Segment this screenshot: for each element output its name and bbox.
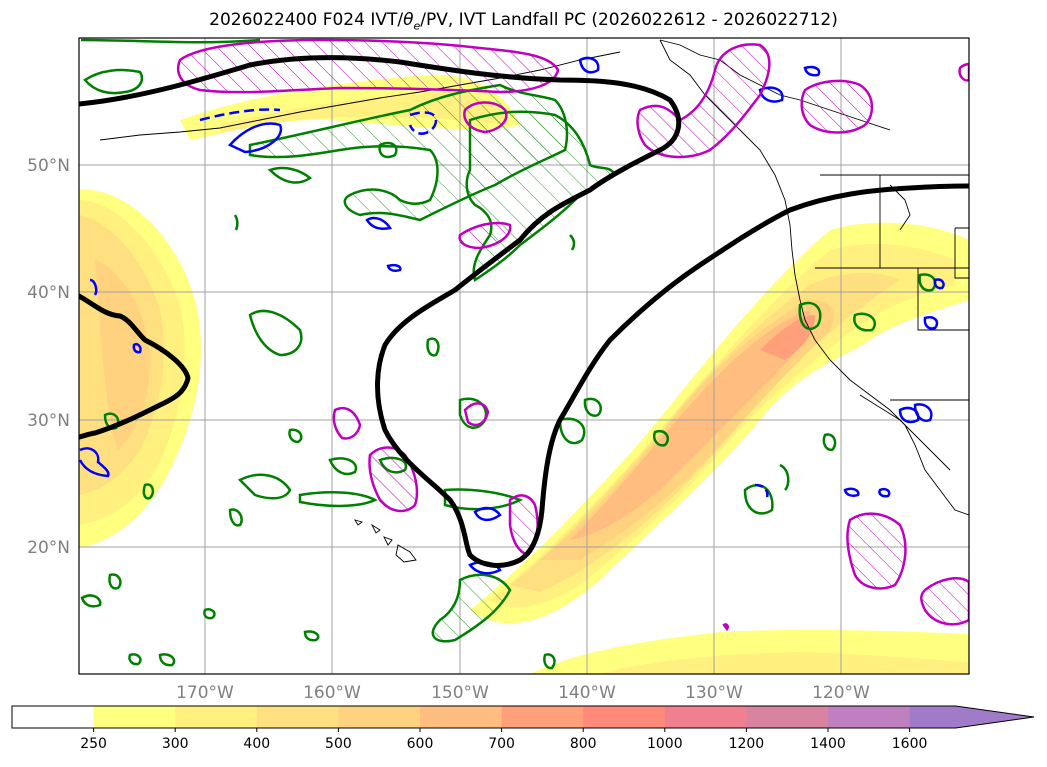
colorbar-segment bbox=[746, 706, 829, 728]
colorbar-tick-label: 500 bbox=[325, 736, 352, 752]
colorbar-segment bbox=[501, 706, 584, 728]
colorbar-tick-label: 300 bbox=[162, 736, 189, 752]
lon-label-130w: 130°W bbox=[685, 683, 743, 703]
colorbar-extend-max bbox=[909, 706, 1034, 728]
colorbar-segment bbox=[12, 706, 95, 728]
colorbar-segment bbox=[664, 706, 747, 728]
map-frame bbox=[78, 37, 970, 675]
colorbar-segment bbox=[828, 706, 911, 728]
colorbar-segment bbox=[338, 706, 421, 728]
colorbar-tick-label: 700 bbox=[488, 736, 515, 752]
lon-label-170w: 170°W bbox=[176, 683, 234, 703]
map-area bbox=[79, 38, 969, 674]
lat-label-20: 20°N bbox=[27, 538, 70, 558]
colorbar-tick-label: 1600 bbox=[892, 736, 928, 752]
lon-label-120w: 120°W bbox=[812, 683, 870, 703]
ivt-landfall-pc-contour bbox=[79, 54, 969, 568]
lon-label-140w: 140°W bbox=[558, 683, 616, 703]
lat-label-50: 50°N bbox=[27, 156, 70, 176]
colorbar-segment bbox=[420, 706, 503, 728]
colorbar-tick-label: 600 bbox=[407, 736, 434, 752]
colorbar-segment bbox=[175, 706, 258, 728]
colorbar-segment bbox=[256, 706, 339, 728]
lat-label-40: 40°N bbox=[27, 283, 70, 303]
colorbar-segment bbox=[583, 706, 666, 728]
colorbar-segment bbox=[93, 706, 176, 728]
lat-label-30: 30°N bbox=[27, 411, 70, 431]
colorbar: 250 300 400 500 600 700 800 1000 1200 1400 1600 bbox=[11, 705, 1035, 752]
colorbar-tick-label: 1200 bbox=[729, 736, 765, 752]
map-title: 2026022400 F024 IVT/θe/PV, IVT Landfall … bbox=[209, 10, 838, 33]
colorbar-tick-label: 1400 bbox=[810, 736, 846, 752]
lon-label-160w: 160°W bbox=[303, 683, 361, 703]
colorbar-tick-label: 400 bbox=[243, 736, 270, 752]
colorbar-tick-label: 250 bbox=[80, 736, 107, 752]
colorbar-tick-label: 1000 bbox=[647, 736, 683, 752]
colorbar-outline bbox=[11, 705, 1035, 729]
ivt-shading bbox=[79, 74, 969, 674]
colorbar-tick-label: 800 bbox=[570, 736, 597, 752]
pv-negative-contours bbox=[79, 56, 945, 575]
lon-label-150w: 150°W bbox=[431, 683, 489, 703]
